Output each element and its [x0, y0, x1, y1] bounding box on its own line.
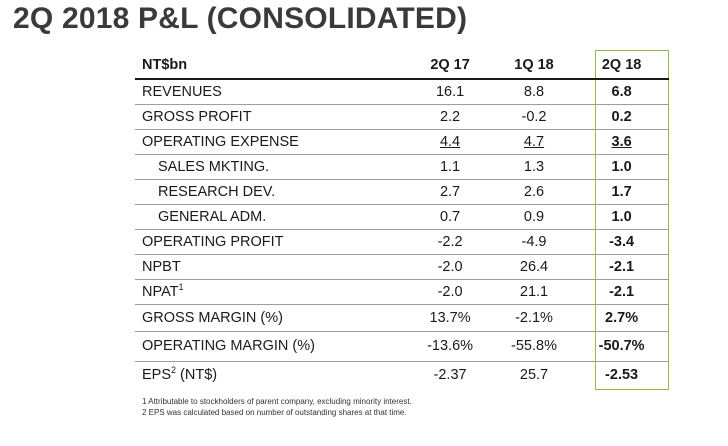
cell-1q18: 26.4 [519, 258, 549, 275]
table-row: EPS2 (NT$) -2.37 25.7 -2.53 [135, 361, 669, 389]
row-label: REVENUES [142, 83, 222, 100]
table-row: OPERATING EXPENSE 4.4 4.7 3.6 [135, 129, 669, 154]
cell-1q18: -0.2 [521, 108, 547, 125]
cell-2q17: 16.1 [435, 83, 465, 100]
row-label: RESEARCH DEV. [158, 183, 276, 200]
footnote-1: 1 Attributable to stockholders of parent… [142, 397, 412, 406]
row-label: NPAT1 [135, 279, 406, 304]
cell-2q18: 1.7 [611, 183, 632, 200]
cell-1q18: 2.6 [523, 183, 545, 200]
underlined-value: 4.4 [439, 133, 461, 150]
row-label-text: NPAT [142, 283, 179, 300]
cell-2q17: -2.37 [433, 367, 467, 384]
cell-2q18: 1.0 [611, 208, 632, 225]
footnote-ref: 1 [178, 281, 184, 292]
current-quarter-highlight [595, 50, 669, 390]
cell-2q17: -2.0 [437, 258, 463, 275]
row-label: OPERATING PROFIT [142, 233, 284, 250]
pl-table: NT$bn 2Q 17 1Q 18 2Q 18 REVENUES 16.1 8.… [135, 52, 669, 389]
underlined-value: 4.7 [523, 133, 545, 150]
cell-2q18: -2.1 [609, 283, 635, 300]
row-label: OPERATING EXPENSE [142, 133, 299, 150]
header-2q18: 2Q 18 [601, 57, 642, 73]
table-row: NPAT1 -2.0 21.1 -2.1 [135, 279, 669, 304]
row-label-text: EPS [142, 367, 172, 384]
cell-1q18: -4.9 [521, 233, 547, 250]
table-header-row: NT$bn 2Q 17 1Q 18 2Q 18 [135, 52, 669, 79]
header-2q17: 2Q 17 [430, 57, 470, 73]
cell-1q18: 4.7 [494, 129, 574, 154]
header-1q18: 1Q 18 [514, 57, 554, 73]
table-row: RESEARCH DEV. 2.7 2.6 1.7 [135, 179, 669, 204]
table-row: SALES MKTING. 1.1 1.3 1.0 [135, 154, 669, 179]
footnotes: 1 Attributable to stockholders of parent… [142, 396, 412, 418]
cell-2q17: 1.1 [439, 158, 461, 175]
table-row: REVENUES 16.1 8.8 6.8 [135, 79, 669, 104]
cell-2q18: -2.1 [609, 258, 635, 275]
cell-2q18: 3.6 [574, 129, 669, 154]
table-row: OPERATING PROFIT -2.2 -4.9 -3.4 [135, 229, 669, 254]
row-label: NPBT [142, 258, 181, 275]
cell-1q18: 21.1 [519, 283, 549, 300]
cell-2q17: -2.2 [437, 233, 463, 250]
cell-1q18: 1.3 [523, 158, 545, 175]
cell-2q18: 1.0 [611, 158, 632, 175]
cell-2q17: 13.7% [429, 309, 471, 326]
row-label: OPERATING MARGIN (%) [142, 338, 315, 354]
footnote-ref: 2 [171, 365, 177, 376]
table-row: GENERAL ADM. 0.7 0.9 1.0 [135, 204, 669, 229]
cell-2q17: -13.6% [427, 338, 474, 354]
cell-2q18: 0.2 [611, 108, 632, 125]
cell-2q18: 2.7% [605, 309, 639, 326]
row-label-suffix: (NT$) [176, 367, 218, 384]
cell-1q18: 0.9 [523, 208, 545, 225]
row-label: GROSS MARGIN (%) [142, 309, 283, 326]
cell-1q18: 25.7 [519, 367, 549, 384]
row-label: SALES MKTING. [158, 158, 270, 175]
table-row: GROSS MARGIN (%) 13.7% -2.1% 2.7% [135, 304, 669, 331]
row-label: GROSS PROFIT [142, 108, 252, 125]
cell-2q18: -50.7% [598, 338, 645, 354]
row-label: GENERAL ADM. [158, 208, 267, 225]
underlined-value: 3.6 [611, 133, 632, 150]
cell-2q17: 4.4 [406, 129, 494, 154]
cell-1q18: 8.8 [523, 83, 545, 100]
cell-2q18: -3.4 [609, 233, 635, 250]
cell-2q17: -2.0 [437, 283, 463, 300]
cell-2q18: -2.53 [605, 367, 639, 384]
cell-1q18: -55.8% [511, 338, 557, 354]
cell-1q18: -2.1% [515, 309, 553, 326]
row-label: EPS2 (NT$) [135, 361, 406, 389]
page-title: 2Q 2018 P&L (CONSOLIDATED) [13, 2, 468, 35]
cell-2q17: 2.2 [439, 108, 461, 125]
table-row: GROSS PROFIT 2.2 -0.2 0.2 [135, 104, 669, 129]
cell-2q17: 0.7 [439, 208, 461, 225]
footnote-2: 2 EPS was calculated based on number of … [142, 408, 407, 417]
table-row: OPERATING MARGIN (%) -13.6% -55.8% -50.7… [135, 331, 669, 361]
cell-2q17: 2.7 [439, 183, 461, 200]
cell-2q18: 6.8 [611, 83, 632, 100]
table-row: NPBT -2.0 26.4 -2.1 [135, 254, 669, 279]
header-unit: NT$bn [142, 57, 188, 73]
